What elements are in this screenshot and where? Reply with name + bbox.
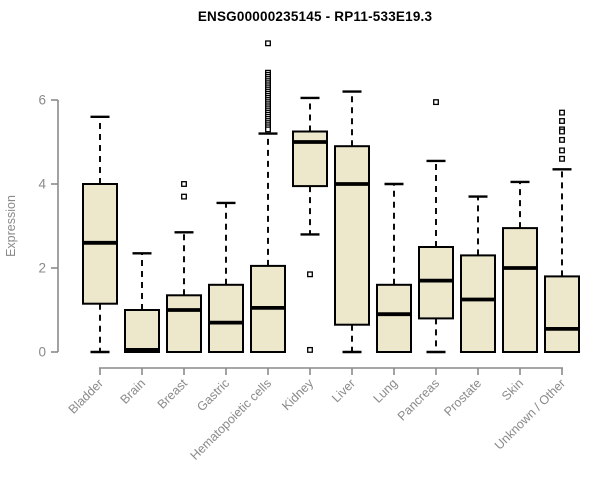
box-rect [166, 294, 202, 353]
outlier-point [559, 155, 565, 162]
x-tick-label-kidney: Kidney [279, 376, 316, 413]
y-tick-label: 4 [38, 177, 46, 192]
outlier-point [559, 147, 565, 154]
outlier-point [559, 136, 565, 143]
y-axis: 0 2 4 6 Expression [4, 93, 59, 360]
outlier-point [559, 128, 565, 135]
box-gastric [208, 201, 244, 353]
y-tick-label: 2 [38, 261, 46, 276]
box-kidney [292, 96, 328, 353]
box-rect [208, 283, 244, 353]
outlier-point [265, 126, 271, 133]
box-brain [124, 252, 160, 353]
x-tick-label-gastric: Gastric [194, 376, 232, 414]
box-rect [376, 283, 412, 353]
y-axis-title: Expression [4, 195, 18, 257]
y-tick-label: 0 [38, 345, 46, 360]
box-liver [334, 90, 370, 354]
box-hematopoietic-cells [250, 40, 286, 353]
outlier-point [265, 40, 271, 47]
x-tick-label-breast: Breast [155, 376, 191, 412]
box-breast [166, 181, 202, 353]
box-rect [292, 130, 328, 188]
x-tick-label-brain: Brain [118, 376, 149, 407]
outlier-point [433, 99, 439, 106]
x-tick-label-liver: Liver [329, 376, 358, 405]
outlier-point [181, 181, 187, 187]
box-rect [502, 227, 538, 354]
box-prostate [460, 195, 496, 353]
box-unknown-other [544, 109, 580, 353]
y-tick-label: 6 [38, 93, 46, 108]
outlier-point [559, 109, 565, 116]
x-tick-label-hematopoietic-cells: Hematopoietic cells [188, 376, 275, 463]
box-rect [124, 309, 160, 353]
x-tick-label-lung: Lung [371, 376, 401, 406]
outlier-point [559, 118, 565, 124]
box-pancreas [418, 99, 454, 354]
box-rect [334, 145, 370, 326]
box-rect [460, 254, 496, 353]
chart-title: ENSG00000235145 - RP11-533E19.3 [197, 9, 433, 24]
outlier-point [307, 346, 313, 353]
box-bladder [82, 115, 118, 354]
outlier-point [181, 193, 187, 200]
x-tick-label-skin: Skin [499, 376, 526, 403]
x-tick-label-bladder: Bladder [66, 376, 106, 416]
box-lung [376, 182, 412, 353]
x-tick-label-prostate: Prostate [441, 376, 484, 419]
box-rect [418, 246, 454, 320]
x-tick-label-pancreas: Pancreas [395, 376, 442, 423]
x-tick-label-unknown-other: Unknown / Other [492, 376, 568, 452]
box-skin [502, 180, 538, 354]
outlier-point [307, 271, 313, 278]
box-rect [544, 275, 580, 353]
